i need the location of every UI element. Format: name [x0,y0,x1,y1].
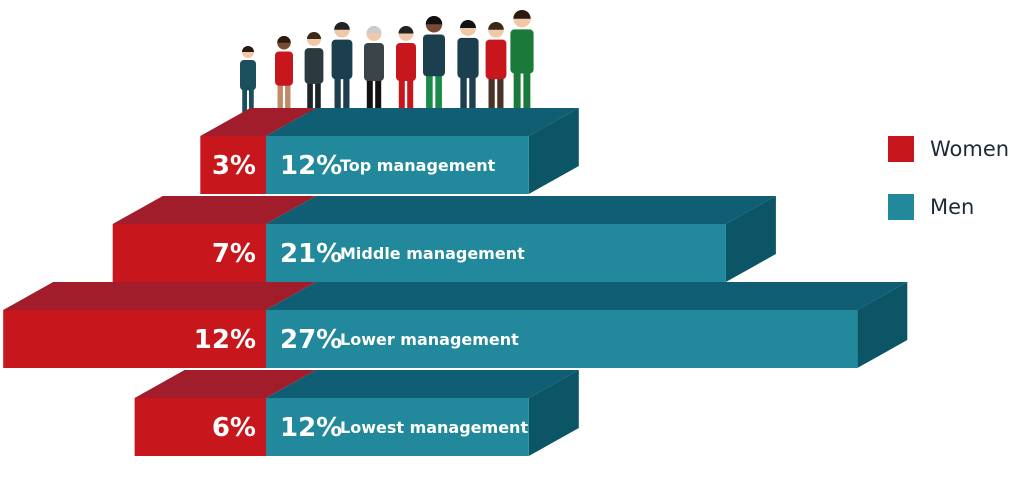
legend-label-men: Men [930,195,975,219]
legend-item-men: Men [888,192,1020,222]
bar-top-men-top-management [266,108,579,136]
bar-women-middle-management [112,224,266,282]
bar-women-lower-management [3,310,266,368]
bar-top-women-lower-management [3,282,316,310]
category-label-middle-management: Middle management [340,244,525,263]
value-label-women-top-management: 3% [212,151,256,181]
value-label-men-lower-management: 27% [280,325,342,355]
bar-side-men-middle-management [725,196,776,282]
bar-side-men-top-management [528,108,579,194]
legend-swatch-men [888,194,914,220]
bar-men-lowest-management [266,398,529,456]
bar-women-top-management [200,136,266,194]
legend-label-women: Women [930,137,1010,161]
bar-side-men-lower-management [857,282,908,368]
value-label-women-middle-management: 7% [212,239,256,269]
value-label-men-middle-management: 21% [280,239,342,269]
bar-men-middle-management [266,224,726,282]
legend-swatch-women [888,136,914,162]
value-label-women-lower-management: 12% [194,325,256,355]
bar-top-men-lowest-management [266,370,579,398]
bar-top-women-middle-management [112,196,316,224]
bar-side-men-lowest-management [528,370,579,456]
category-label-top-management: Top management [340,156,496,175]
bar-top-women-lowest-management [134,370,316,398]
value-label-men-top-management: 12% [280,151,342,181]
legend-item-women: Women [888,134,1020,164]
bar-men-top-management [266,136,529,194]
value-label-men-lowest-management: 12% [280,413,342,443]
bar-top-men-middle-management [266,196,776,224]
bar-men-lower-management [266,310,858,368]
bar-top-men-lower-management [266,282,908,310]
person-figure-icon-7 [423,16,445,126]
value-label-women-lowest-management: 6% [212,413,256,443]
bar-women-lowest-management [134,398,266,456]
bar-top-women-top-management [200,108,316,136]
category-label-lower-management: Lower management [340,330,519,349]
bars-group [3,108,908,456]
category-label-lowest-management: Lowest management [340,418,528,437]
legend: Women Men [888,134,1020,250]
